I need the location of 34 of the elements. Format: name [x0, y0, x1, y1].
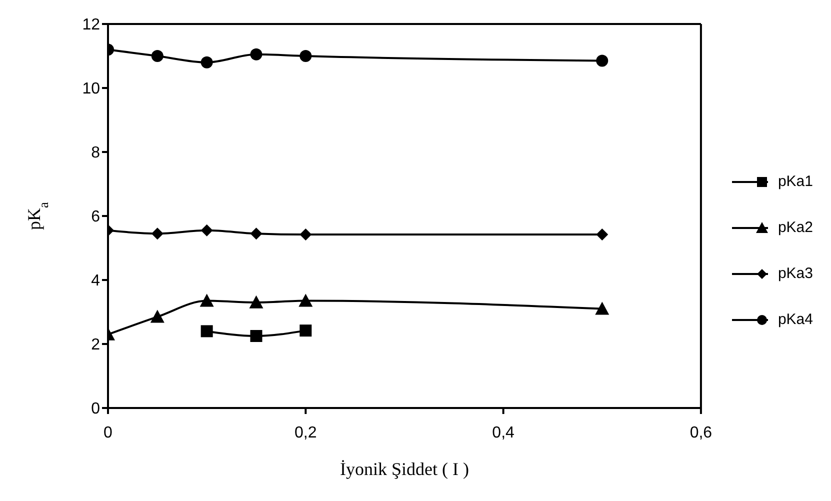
- point: [300, 50, 312, 62]
- point: [250, 330, 262, 342]
- point: [250, 48, 262, 60]
- point: [249, 295, 264, 308]
- point: [596, 228, 608, 241]
- legend-label: pKa1: [778, 173, 813, 190]
- legend-label: pKa3: [778, 265, 813, 282]
- y-tick-label: 6: [91, 208, 100, 226]
- point: [150, 310, 164, 323]
- point: [300, 324, 312, 337]
- point: [151, 50, 164, 62]
- point: [596, 54, 608, 67]
- y-tick-label: 2: [91, 336, 100, 354]
- y-tick-label: 10: [82, 80, 100, 98]
- point: [200, 294, 214, 307]
- y-tick-label: 4: [91, 272, 100, 290]
- point: [595, 302, 610, 315]
- point: [200, 56, 213, 68]
- point: [298, 294, 313, 307]
- x-tick-label: 0,6: [690, 424, 712, 442]
- x-axis-title: İyonik Şiddet ( I ): [340, 459, 469, 479]
- y-tick-label: 8: [91, 144, 100, 162]
- point: [250, 228, 262, 240]
- legend-label: pKa2: [778, 219, 813, 236]
- point: [200, 224, 213, 236]
- y-tick-label: 12: [82, 16, 100, 34]
- x-tick-label: 0,2: [294, 424, 317, 442]
- x-tick-label: 0,4: [492, 424, 515, 442]
- point: [300, 228, 312, 241]
- point: [151, 228, 164, 240]
- point: [200, 325, 213, 338]
- legend-label: pKa4: [778, 311, 813, 328]
- y-tick-label: 0: [91, 400, 100, 418]
- x-tick-label: 0: [104, 424, 113, 442]
